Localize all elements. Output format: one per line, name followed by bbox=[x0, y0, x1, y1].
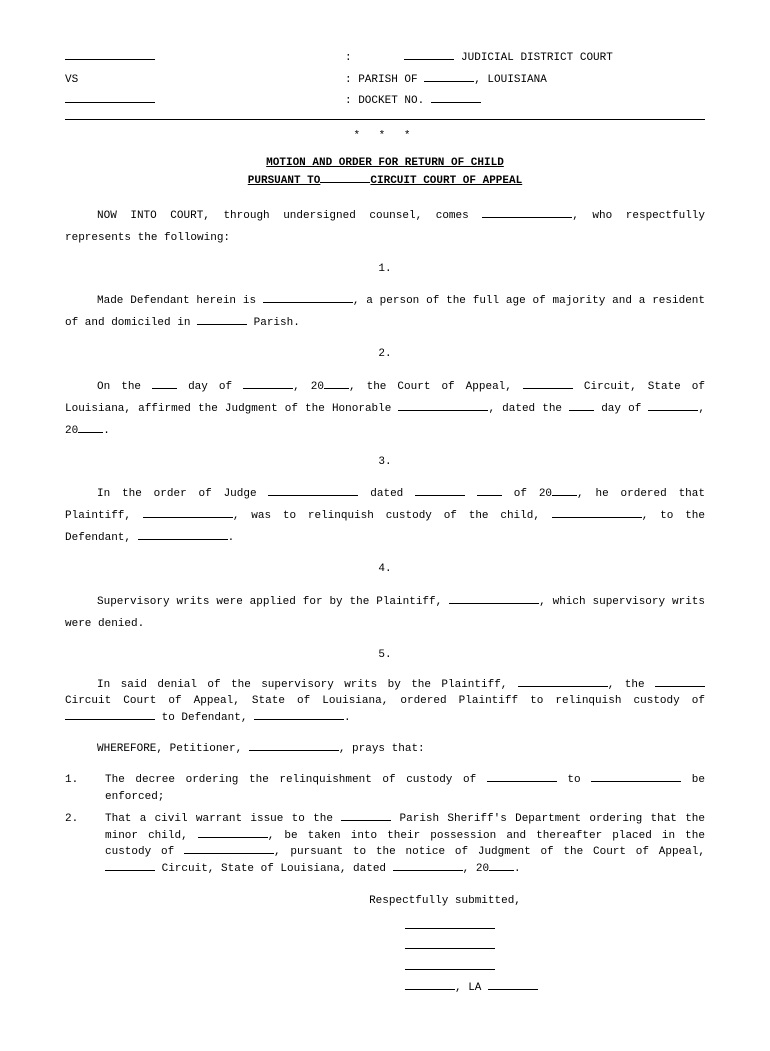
mover-blank bbox=[482, 217, 572, 218]
sig-city-blank bbox=[405, 989, 455, 990]
title-line1: MOTION AND ORDER FOR RETURN OF CHILD bbox=[266, 157, 504, 169]
num-4: 4. bbox=[65, 561, 705, 579]
divider bbox=[65, 119, 705, 120]
docket-label: : DOCKET NO. bbox=[345, 95, 424, 107]
state-label: , LOUISIANA bbox=[474, 74, 547, 86]
sig-zip-blank bbox=[488, 989, 538, 990]
num-5: 5. bbox=[65, 647, 705, 665]
para-2: On the day of , 20, the Court of Appeal,… bbox=[65, 376, 705, 442]
sig-line-1 bbox=[405, 928, 495, 929]
title-line2b: CIRCUIT COURT OF APPEAL bbox=[370, 175, 522, 187]
num-1: 1. bbox=[65, 261, 705, 279]
num-2: 2. bbox=[65, 346, 705, 364]
prayer-2-num: 2. bbox=[65, 811, 105, 877]
stars: * * * bbox=[65, 128, 705, 146]
prayer-1-num: 1. bbox=[65, 772, 105, 805]
para-5: In said denial of the supervisory writs … bbox=[65, 677, 705, 727]
parish-label: : PARISH OF bbox=[345, 74, 418, 86]
intro-para: NOW INTO COURT, through undersigned coun… bbox=[65, 205, 705, 249]
para-3: In the order of Judge dated of 20, he or… bbox=[65, 483, 705, 549]
prayer-1: 1. The decree ordering the relinquishmen… bbox=[65, 772, 705, 805]
court-label: JUDICIAL DISTRICT COURT bbox=[461, 52, 613, 64]
respectfully-submitted: Respectfully submitted, bbox=[65, 893, 705, 911]
judicial-district-blank bbox=[404, 59, 454, 60]
vs-label: VS bbox=[65, 72, 345, 90]
title-circuit-blank bbox=[320, 182, 370, 183]
prayer-2: 2. That a civil warrant issue to the Par… bbox=[65, 811, 705, 877]
wherefore: WHEREFORE, Petitioner, , prays that: bbox=[65, 738, 705, 760]
defendant-blank bbox=[65, 102, 155, 103]
para-4: Supervisory writs were applied for by th… bbox=[65, 591, 705, 635]
plaintiff-blank bbox=[65, 59, 155, 60]
case-caption: : JUDICIAL DISTRICT COURT VS : PARISH OF… bbox=[65, 50, 705, 111]
docket-blank bbox=[431, 102, 481, 103]
sig-state: , LA bbox=[455, 982, 488, 994]
title-line2a: PURSUANT TO bbox=[248, 175, 321, 187]
para-1: Made Defendant herein is , a person of t… bbox=[65, 290, 705, 334]
num-3: 3. bbox=[65, 454, 705, 472]
signature-block: , LA bbox=[65, 919, 705, 998]
parish-blank bbox=[424, 81, 474, 82]
document-title: MOTION AND ORDER FOR RETURN OF CHILD PUR… bbox=[65, 155, 705, 190]
sig-line-3 bbox=[405, 969, 495, 970]
sig-line-2 bbox=[405, 948, 495, 949]
